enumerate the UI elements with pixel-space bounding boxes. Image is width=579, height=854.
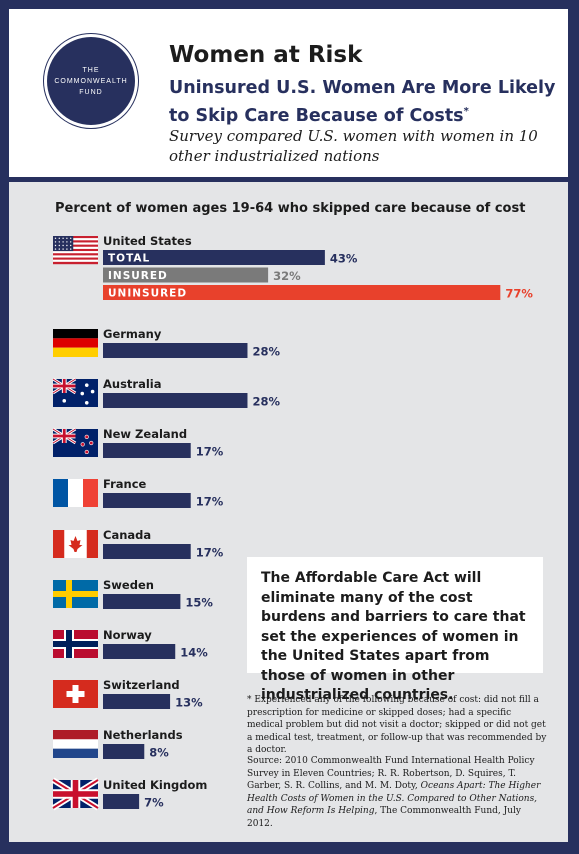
country-label: France (103, 477, 147, 491)
new-zealand-flag (52, 427, 98, 457)
country-label: United States (103, 234, 192, 248)
country-label: Australia (103, 377, 162, 391)
survey-description: Survey compared U.S. women with women in… (169, 127, 538, 165)
commonwealth-fund-logo: THE COMMONWEALTH FUND (47, 37, 135, 125)
country-label: New Zealand (103, 427, 187, 441)
country-label: Netherlands (103, 728, 183, 742)
data-label: 17% (196, 445, 224, 459)
logo-line-2: COMMONWEALTH (54, 77, 128, 85)
bar (103, 744, 145, 759)
united-kingdom-flag (51, 777, 100, 811)
data-label: 32% (273, 269, 301, 283)
bar (103, 544, 191, 559)
country-label: Canada (103, 528, 151, 542)
data-label: 13% (175, 696, 203, 710)
data-label: 77% (505, 287, 533, 301)
bar (103, 594, 181, 609)
country-label: Switzerland (103, 678, 180, 692)
page-subtitle: Uninsured U.S. Women Are More Likely to … (169, 77, 559, 128)
bar (103, 493, 191, 508)
subtitle-text: Uninsured U.S. Women Are More Likely to … (169, 78, 556, 126)
bar (103, 343, 248, 358)
subtitle-footnote-mark: * (463, 106, 469, 117)
data-label: 15% (185, 596, 213, 610)
country-label: Norway (103, 628, 152, 642)
country-label: United Kingdom (103, 778, 207, 792)
aca-callout-box: The Affordable Care Act will eliminate m… (247, 557, 543, 703)
data-label: 7% (144, 796, 164, 810)
country-label: Sweden (103, 578, 154, 592)
logo-line-3: FUND (79, 88, 103, 96)
infographic-frame: THE COMMONWEALTH FUND Women at Risk Unin… (9, 9, 568, 842)
bar (103, 694, 171, 709)
data-label: 8% (149, 746, 169, 760)
data-label: 43% (330, 252, 358, 266)
bar-chart: United States TOTAL 43% INSURED 32% UNINSURED… (51, 234, 533, 811)
source-text: Source: 2010 Commonwealth Fund Internati… (247, 756, 535, 791)
bar (103, 644, 176, 659)
source-note: Source: 2010 Commonwealth Fund Internati… (247, 755, 547, 830)
bar-category-label: INSURED (108, 270, 168, 282)
data-label: 14% (180, 646, 208, 660)
data-label: 28% (252, 395, 280, 409)
us-flag (53, 236, 98, 265)
country-label: Germany (103, 327, 162, 341)
page-title: Women at Risk (169, 42, 363, 68)
footnote: * Experienced any of the following becau… (247, 695, 547, 755)
bar (103, 393, 248, 408)
bar-category-label: UNINSURED (108, 288, 187, 300)
switzerland-flag (53, 680, 98, 708)
source-text-end: , The Commonwealth Fund, July 2012. (247, 806, 521, 829)
data-label: 17% (196, 546, 224, 560)
logo-line-1: THE (82, 66, 100, 74)
data-label: 17% (196, 495, 224, 509)
bar (103, 443, 191, 458)
bar (103, 267, 269, 283)
australia-flag (52, 377, 98, 407)
canada-flag (53, 530, 98, 558)
norway-flag (53, 630, 98, 658)
france-flag (53, 479, 98, 507)
bar (103, 250, 325, 265)
bar (103, 794, 140, 809)
sweden-flag (53, 580, 98, 608)
source-report-title: Oceans Apart: The Higher Health Costs of… (247, 781, 541, 816)
data-label: 28% (252, 345, 280, 359)
netherlands-flag (53, 730, 98, 758)
bar-category-label: TOTAL (108, 253, 150, 265)
chart-title: Percent of women ages 19-64 who skipped … (55, 201, 526, 216)
bar (103, 285, 501, 300)
germany-flag (53, 329, 98, 357)
header: THE COMMONWEALTH FUND Women at Risk Unin… (9, 9, 568, 182)
